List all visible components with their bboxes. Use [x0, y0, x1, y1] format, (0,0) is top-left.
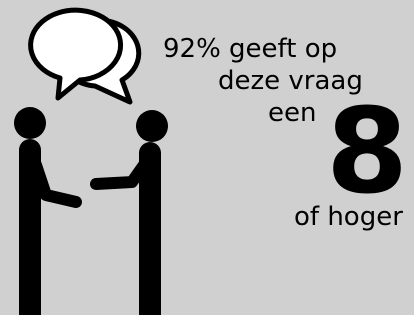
text-line: of hoger [294, 202, 403, 232]
right-arm [96, 165, 144, 184]
text-line: 92% geeft op [163, 34, 337, 64]
text-line: een [268, 98, 316, 128]
left-head [14, 107, 46, 139]
infographic: 92% geeft op deze vraag een 8 of hoger [0, 0, 414, 315]
left-arm [36, 165, 76, 202]
right-head [136, 110, 168, 142]
people [14, 107, 168, 315]
score: 8 [326, 82, 408, 220]
speech-bubbles [31, 10, 139, 102]
